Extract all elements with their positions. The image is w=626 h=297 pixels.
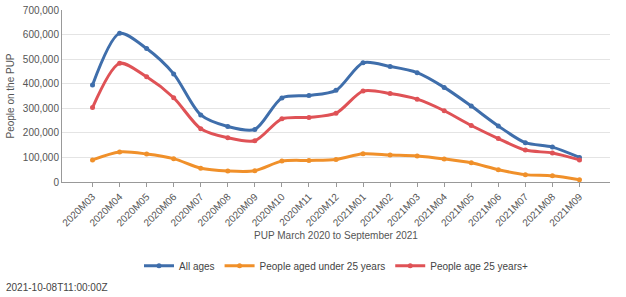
svg-text:2020M10: 2020M10 bbox=[250, 191, 288, 229]
svg-text:2021-10-08T11:00:00Z: 2021-10-08T11:00:00Z bbox=[6, 282, 108, 293]
svg-text:2020M05: 2020M05 bbox=[114, 191, 152, 229]
svg-text:2021M02: 2021M02 bbox=[358, 191, 396, 229]
svg-text:2020M04: 2020M04 bbox=[87, 191, 125, 229]
svg-text:PUP March 2020 to September 20: PUP March 2020 to September 2021 bbox=[254, 230, 418, 241]
svg-text:2020M09: 2020M09 bbox=[223, 191, 261, 229]
svg-text:200,000: 200,000 bbox=[23, 127, 60, 138]
svg-text:2020M11: 2020M11 bbox=[277, 191, 314, 228]
svg-text:2021M09: 2021M09 bbox=[547, 191, 585, 229]
svg-text:300,000: 300,000 bbox=[23, 103, 60, 114]
svg-text:People age 25 years+: People age 25 years+ bbox=[430, 261, 528, 272]
svg-text:2020M07: 2020M07 bbox=[168, 191, 206, 229]
svg-text:400,000: 400,000 bbox=[23, 78, 60, 89]
svg-text:600,000: 600,000 bbox=[23, 29, 60, 40]
svg-text:500,000: 500,000 bbox=[23, 54, 60, 65]
svg-text:2020M03: 2020M03 bbox=[60, 191, 98, 229]
svg-text:All ages: All ages bbox=[179, 261, 215, 272]
svg-text:People aged under 25 years: People aged under 25 years bbox=[260, 261, 386, 272]
svg-text:2020M08: 2020M08 bbox=[195, 191, 233, 229]
svg-text:100,000: 100,000 bbox=[23, 152, 60, 163]
svg-text:2021M04: 2021M04 bbox=[412, 191, 450, 229]
svg-text:2021M01: 2021M01 bbox=[331, 191, 369, 229]
svg-text:2021M08: 2021M08 bbox=[520, 191, 558, 229]
svg-text:People on the PUP: People on the PUP bbox=[5, 53, 16, 138]
svg-text:2021M05: 2021M05 bbox=[439, 191, 477, 229]
svg-text:0: 0 bbox=[53, 177, 59, 188]
svg-text:2020M12: 2020M12 bbox=[304, 191, 342, 229]
svg-text:2021M07: 2021M07 bbox=[493, 191, 531, 229]
svg-text:2020M06: 2020M06 bbox=[141, 191, 179, 229]
svg-text:2021M06: 2021M06 bbox=[466, 191, 504, 229]
svg-text:2021M03: 2021M03 bbox=[385, 191, 423, 229]
svg-text:700,000: 700,000 bbox=[23, 5, 60, 16]
